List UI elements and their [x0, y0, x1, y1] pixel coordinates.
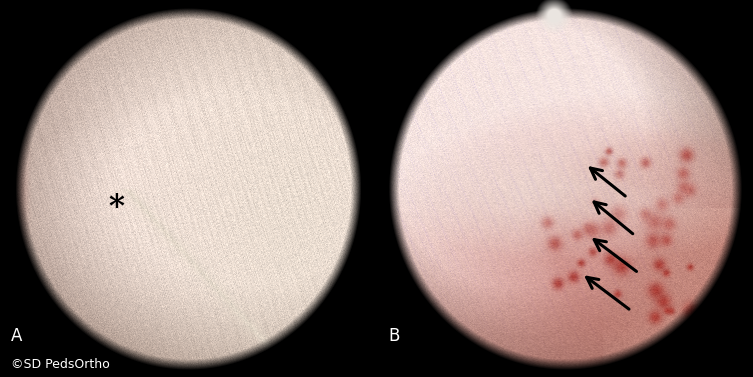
Text: B: B [389, 327, 400, 345]
Text: A: A [11, 327, 23, 345]
Text: *: * [108, 192, 124, 223]
Text: ©SD PedsOrtho: ©SD PedsOrtho [11, 359, 110, 371]
